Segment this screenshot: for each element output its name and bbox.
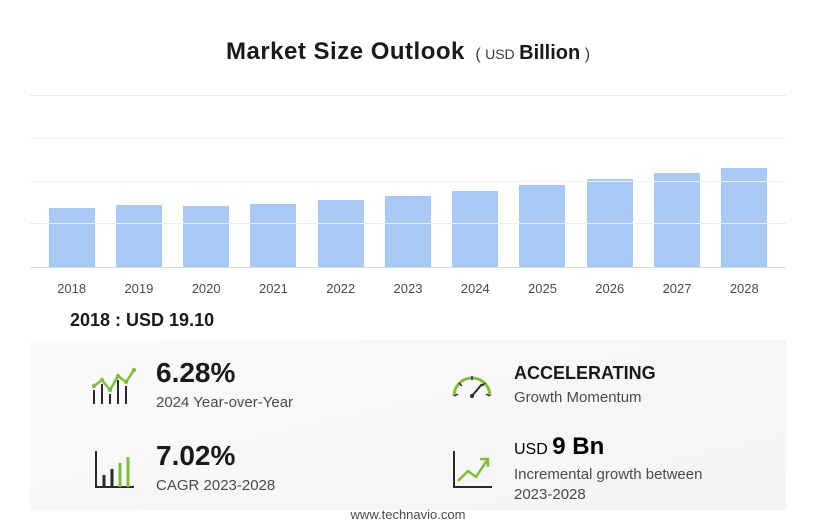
stat-incremental-usd: USD (514, 441, 548, 458)
stat-yoy-text: 6.28% 2024 Year-over-Year (156, 358, 293, 412)
bar-column (442, 96, 509, 267)
grid-line (30, 95, 786, 96)
x-label: 2028 (711, 281, 778, 296)
title-paren: ( USD Billion ) (475, 46, 590, 63)
bar-column (105, 96, 172, 267)
bar-column (711, 96, 778, 267)
stat-momentum-text: ACCELERATING Growth Momentum (514, 363, 656, 408)
bar (385, 196, 431, 267)
stat-incremental-text: USD 9 Bn Incremental growth between 2023… (514, 433, 726, 504)
bar-chart: 2018201920202021202220232024202520262027… (30, 96, 786, 296)
footer-url: www.technavio.com (0, 507, 816, 522)
x-label: 2020 (173, 281, 240, 296)
bar-column (509, 96, 576, 267)
x-label: 2018 (38, 281, 105, 296)
gauge-icon (448, 364, 496, 408)
title-paren-open: ( (475, 46, 480, 63)
title-unit: Billion (519, 42, 580, 64)
title-currency: USD (485, 46, 515, 62)
x-label: 2022 (307, 281, 374, 296)
chart-area (30, 96, 786, 268)
bar-column (240, 96, 307, 267)
bar (116, 205, 162, 267)
bar (183, 206, 229, 267)
stat-momentum-head: ACCELERATING (514, 363, 656, 384)
grid-line (30, 138, 786, 139)
stat-yoy-value: 6.28% (156, 358, 293, 389)
stat-incremental-sub: Incremental growth between 2023-2028 (514, 465, 726, 504)
x-label: 2026 (576, 281, 643, 296)
stat-cagr: 7.02% CAGR 2023-2028 (50, 427, 408, 510)
bar-column (643, 96, 710, 267)
stat-yoy-sub: 2024 Year-over-Year (156, 393, 293, 413)
bar (318, 200, 364, 267)
stat-cagr-text: 7.02% CAGR 2023-2028 (156, 441, 275, 495)
bar-column (173, 96, 240, 267)
arrow-up-framed-icon (448, 447, 496, 491)
title-paren-close: ) (585, 46, 590, 63)
stat-cagr-sub: CAGR 2023-2028 (156, 476, 275, 496)
bars-framed-icon (90, 447, 138, 491)
bars-container (30, 96, 786, 267)
x-axis-labels: 2018201920202021202220232024202520262027… (30, 281, 786, 296)
bar (721, 168, 767, 267)
grid-line (30, 181, 786, 182)
title-row: Market Size Outlook ( USD Billion ) (0, 0, 816, 76)
grid-line (30, 223, 786, 224)
stat-momentum-sub: Growth Momentum (514, 388, 656, 408)
bar (519, 185, 565, 267)
callout-text: 2018 : USD 19.10 (70, 310, 214, 331)
bar (452, 191, 498, 267)
x-label: 2025 (509, 281, 576, 296)
bar (654, 173, 700, 267)
growth-bars-icon (90, 364, 138, 408)
stat-incremental-value: USD 9 Bn (514, 433, 726, 461)
stats-grid: 6.28% 2024 Year-over-Year ACCELERATING G… (30, 340, 786, 510)
x-label: 2019 (105, 281, 172, 296)
bar-column (307, 96, 374, 267)
stat-incremental: USD 9 Bn Incremental growth between 2023… (408, 427, 766, 510)
stat-yoy: 6.28% 2024 Year-over-Year (50, 344, 408, 427)
stat-cagr-value: 7.02% (156, 441, 275, 472)
x-label: 2024 (442, 281, 509, 296)
bar-column (374, 96, 441, 267)
stat-incremental-val: 9 Bn (552, 433, 604, 460)
bar (49, 208, 95, 267)
stat-momentum: ACCELERATING Growth Momentum (408, 344, 766, 427)
x-label: 2021 (240, 281, 307, 296)
title-main: Market Size Outlook (226, 38, 465, 65)
bar-column (38, 96, 105, 267)
bar (250, 204, 296, 267)
bar-column (576, 96, 643, 267)
x-label: 2027 (643, 281, 710, 296)
x-label: 2023 (374, 281, 441, 296)
